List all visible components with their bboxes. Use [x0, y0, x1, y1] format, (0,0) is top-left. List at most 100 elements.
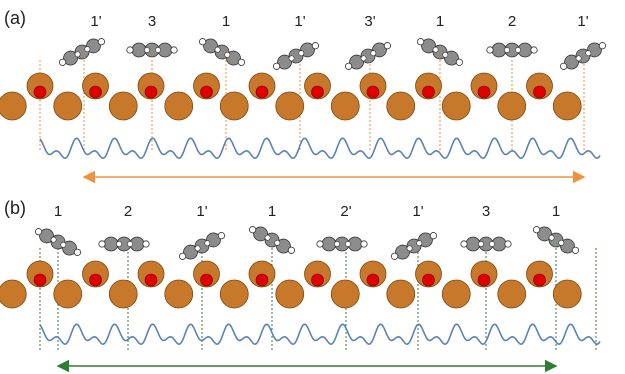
substrate-atom [164, 91, 194, 121]
hydrogen-atom [97, 38, 106, 46]
hydrogen-atom [194, 245, 201, 252]
hydrogen-atom [248, 226, 257, 234]
molecule [344, 42, 392, 70]
hydrogen-atom [455, 58, 464, 66]
panel-b: (b) 1 2 1' 1 2' 1' 3 1 [0, 198, 601, 373]
carbon-ring [465, 236, 481, 252]
hydrogen-atom [416, 38, 425, 46]
hydrogen-atom [344, 62, 353, 70]
hydrogen-atom [142, 240, 150, 248]
site-label: 2 [508, 13, 516, 30]
adatom [422, 85, 435, 99]
substrate-atom [0, 279, 27, 309]
hydrogen-atom [237, 58, 246, 66]
hydrogen-atom [390, 252, 399, 260]
substrate-atom [53, 279, 83, 309]
panel-b-molecules [34, 226, 580, 260]
hydrogen-atom [126, 46, 134, 54]
hydrogen-atom [478, 241, 484, 247]
hydrogen-atom [34, 228, 43, 236]
molecule [178, 232, 226, 260]
hydrogen-atom [548, 234, 555, 241]
site-label: 2 [124, 203, 132, 220]
adatom [89, 273, 102, 287]
molecule [390, 232, 438, 260]
substrate-atom [275, 279, 305, 309]
molecule [248, 226, 296, 254]
hydrogen-atom [98, 240, 106, 248]
molecule [486, 42, 538, 58]
site-label: 1 [268, 203, 276, 220]
hydrogen-atom [58, 58, 67, 66]
hydrogen-atom [532, 226, 541, 234]
hydrogen-atom [598, 42, 607, 50]
hydrogen-atom [116, 241, 122, 247]
panel-b-site-labels: 1 2 1' 1 2' 1' 3 1 [54, 203, 560, 220]
hydrogen-atom [298, 50, 305, 57]
hydrogen-atom [74, 51, 81, 58]
hydrogen-atom [334, 241, 340, 247]
hydrogen-atom [144, 47, 150, 53]
hydrogen-atom [155, 47, 161, 53]
site-label: 3 [482, 203, 490, 220]
hydrogen-atom [504, 240, 512, 248]
panel-a-molecules [58, 38, 607, 70]
molecule [58, 38, 106, 66]
hydrogen-atom [204, 240, 211, 247]
substrate-atom [497, 91, 527, 121]
site-label: 1' [294, 13, 305, 30]
carbon-ring [321, 236, 337, 252]
hydrogen-atom [60, 241, 67, 248]
hydrogen-atom [274, 239, 281, 246]
adatom [255, 85, 269, 99]
hydrogen-atom [504, 47, 510, 53]
substrate-atom [219, 91, 249, 121]
adatom [533, 273, 546, 287]
hydrogen-atom [489, 241, 495, 247]
panel-a-substrate [0, 72, 582, 121]
adatom [33, 273, 47, 287]
hydrogen-atom [416, 240, 423, 247]
hydrogen-atom [486, 46, 494, 54]
hydrogen-atom [224, 51, 231, 58]
panel-b-substrate [0, 260, 582, 309]
hydrogen-atom [575, 55, 582, 62]
adatom [477, 85, 491, 99]
panel-a-potential-curve [39, 137, 601, 160]
adatom [533, 85, 546, 99]
site-label: 1 [222, 13, 230, 30]
substrate-atom [330, 279, 360, 309]
panel-b-potential-curve [39, 323, 601, 346]
site-label: 3' [364, 13, 375, 30]
hydrogen-atom [585, 50, 592, 57]
hydrogen-atom [84, 46, 91, 53]
hydrogen-atom [460, 240, 468, 248]
hydrogen-atom [178, 252, 187, 260]
site-label: 1' [577, 13, 588, 30]
panel-a-label: (a) [4, 8, 26, 28]
molecule [460, 236, 512, 252]
hydrogen-atom [360, 55, 367, 62]
substrate-atom [441, 91, 471, 121]
adatom [200, 85, 213, 99]
substrate-atom [330, 91, 360, 121]
hydrogen-atom [264, 234, 271, 241]
adatom [311, 273, 324, 287]
molecule [272, 42, 320, 70]
molecule [198, 38, 246, 66]
substrate-atom [497, 279, 527, 309]
panel-b-label: (b) [4, 198, 26, 218]
hydrogen-atom [406, 245, 413, 252]
site-label: 1' [196, 203, 207, 220]
hydrogen-atom [288, 55, 295, 62]
adatom [89, 85, 102, 99]
hydrogen-atom [316, 240, 324, 248]
site-label: 1' [90, 13, 101, 30]
substrate-atom [552, 279, 582, 309]
site-label: 2' [340, 203, 351, 220]
adatom [422, 273, 435, 287]
molecule [532, 226, 580, 254]
hydrogen-atom [571, 246, 580, 254]
hydrogen-atom [432, 46, 439, 53]
panel-a-site-labels: 1' 3 1 1' 3' 1 2 1' [90, 13, 588, 30]
